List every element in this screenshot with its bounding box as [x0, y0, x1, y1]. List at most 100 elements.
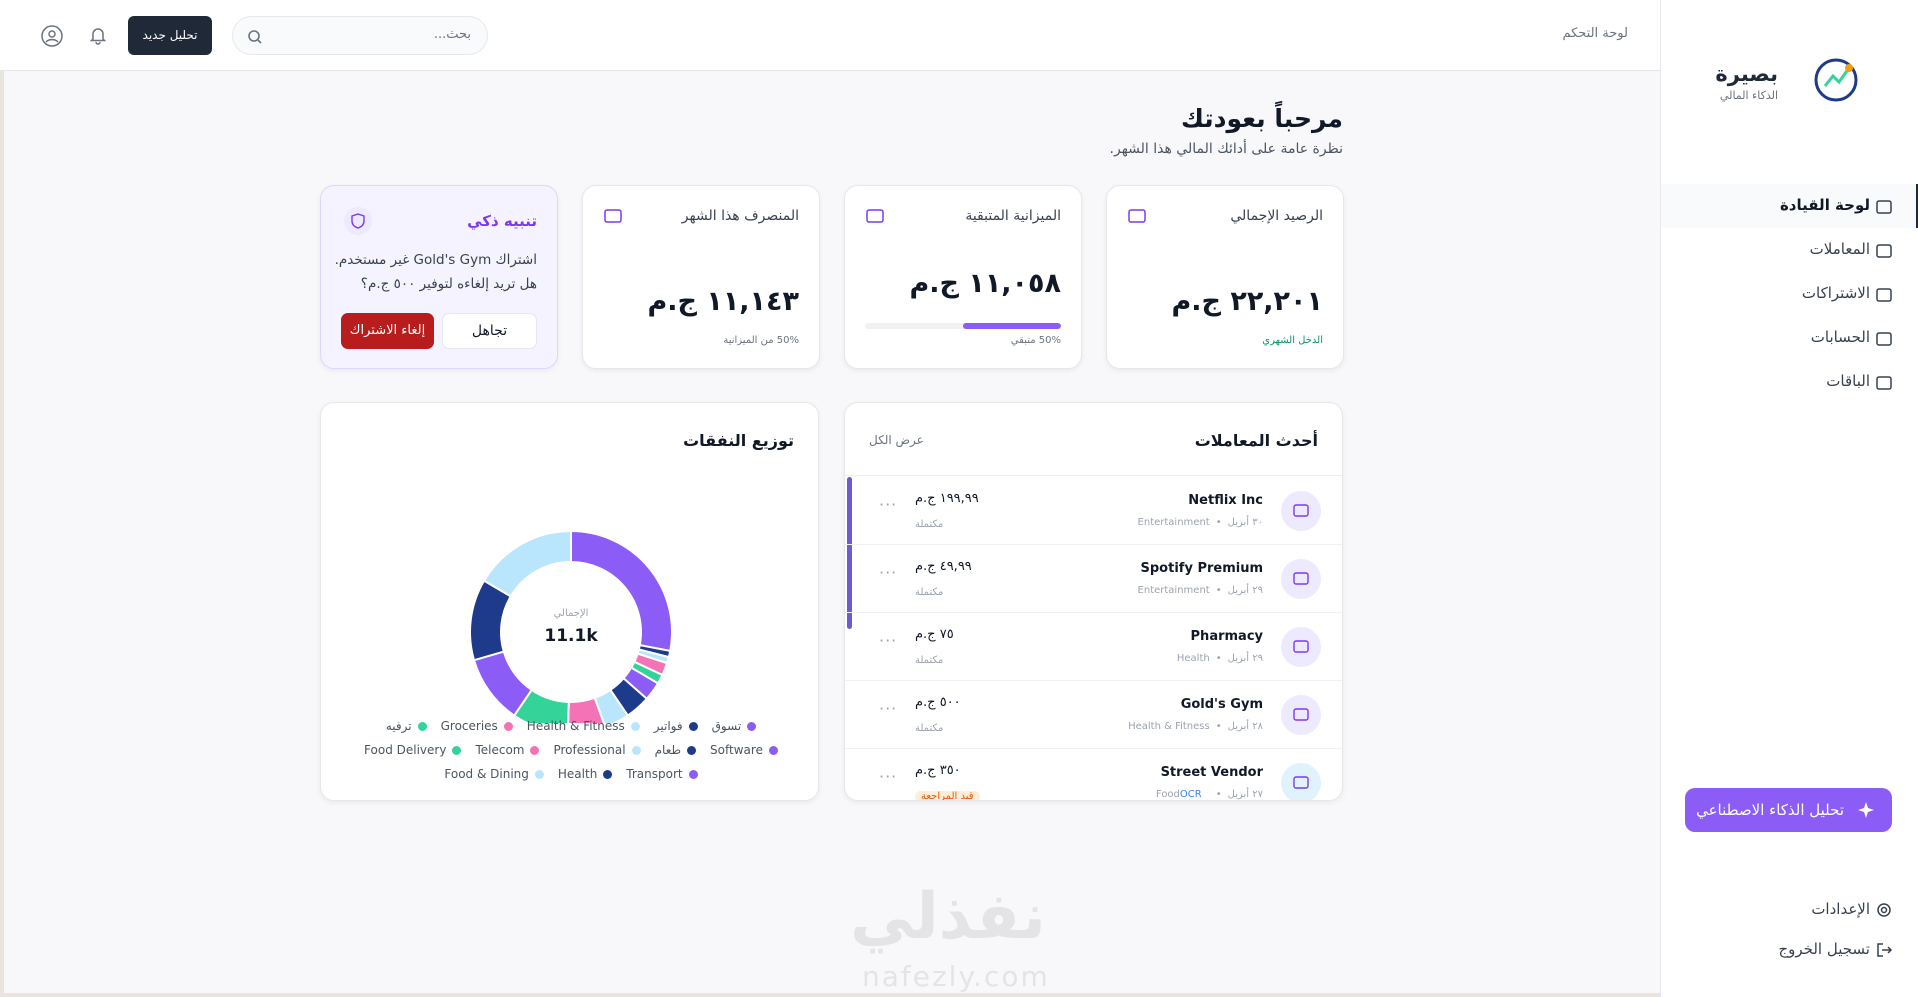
search-box[interactable]: بحث...: [232, 16, 488, 55]
progress-fill: [963, 323, 1061, 329]
more-button[interactable]: ···: [879, 563, 898, 582]
transaction-amount: ١٩٩,٩٩ ج.م: [915, 491, 979, 506]
transaction-name: Gold's Gym: [1180, 697, 1263, 712]
legend-label: Health & Fitness: [526, 719, 625, 733]
nav-item[interactable]: الباقات: [1826, 372, 1870, 390]
transaction-icon: [1281, 763, 1321, 800]
nav-item[interactable]: الحسابات: [1810, 328, 1870, 346]
ai-button[interactable]: تحليل الذكاء الاصطناعي: [1685, 788, 1892, 832]
search-icon: [248, 30, 262, 44]
transaction-meta: ٣٠ أبريل • Entertainment: [1138, 517, 1263, 528]
scrollbar: [847, 477, 852, 629]
stat-label: الرصيد الإجمالي: [1230, 208, 1323, 224]
profile-icon[interactable]: [40, 24, 64, 48]
logo: [1814, 58, 1858, 102]
separator: •: [1215, 653, 1222, 664]
alert-title: تنبيه ذكي: [467, 212, 537, 230]
icon-shape: [1293, 504, 1309, 517]
legend-label: فواتير: [653, 719, 683, 733]
separator: •: [1215, 789, 1222, 800]
transaction-date: ٢٨ أبريل: [1227, 721, 1263, 732]
nav-icon-shape: [1876, 288, 1892, 302]
center-label: الإجمالي: [554, 608, 589, 619]
nav-icon-shape: [1876, 200, 1892, 214]
nav-icon-shape: [1876, 376, 1892, 390]
more-button[interactable]: ···: [879, 495, 898, 514]
stat-card: المنصرف هذا الشهر ١١,١٤٣ ج.م 50% من الميزا…: [582, 185, 820, 369]
legend-item: Health & Fitness: [527, 719, 640, 733]
transaction-icon: [1281, 559, 1321, 599]
nav-item[interactable]: المعاملات: [1809, 240, 1870, 258]
brand: بصيرة: [1715, 62, 1778, 86]
watermark: نفذلي: [850, 880, 1046, 954]
transaction-row[interactable]: Street Vendor ٢٧ أبريل • FoodOCR ٣٥٠ ج.م قيد …: [845, 749, 1342, 800]
legend-label: Health: [557, 767, 598, 781]
stat-card: الميزانية المتبقية ١١,٠٥٨ ج.م 50% متبقي: [844, 185, 1082, 369]
icon-bg: [1281, 491, 1321, 531]
welcome-title: مرحباً بعودتك: [1180, 104, 1343, 133]
stat-value: ١١,١٤٣ ج.م: [647, 286, 799, 317]
legend-label: Professional: [553, 743, 626, 757]
alert-line: هل تريد إلغاءه لتوفير ٥٠٠ ج.م؟: [360, 276, 537, 292]
transaction-amount: ٥٠٠ ج.م: [915, 695, 961, 710]
legend-swatch: [687, 745, 697, 755]
transaction-meta: ٢٩ أبريل • Health: [1177, 653, 1263, 664]
transaction-row[interactable]: Pharmacy ٢٩ أبريل • Health ٧٥ ج.م مكتملة ···: [845, 613, 1342, 681]
transaction-icon: [1281, 627, 1321, 667]
transaction-row[interactable]: Spotify Premium ٢٩ أبريل • Entertainment ٤٩,…: [845, 545, 1342, 613]
transaction-status: مكتملة: [915, 587, 944, 598]
legend-label: طعام: [654, 743, 682, 757]
legend-item: Transport: [626, 767, 698, 781]
dismiss-button[interactable]: تجاهل: [442, 313, 537, 349]
alert-icon: [344, 207, 372, 235]
nav-icon-shape: [1876, 332, 1892, 346]
ocr-badge: OCR: [1179, 789, 1202, 800]
icon-bg: [1281, 763, 1321, 800]
legend-swatch: [452, 745, 462, 755]
icon-shape: [1293, 572, 1309, 585]
stat-note: 50% متبقي: [1010, 335, 1061, 346]
more-button[interactable]: ···: [879, 631, 898, 650]
stat-icon-shape: [1128, 209, 1146, 223]
legend-item: Health: [557, 767, 613, 781]
transaction-amount: ٣٥٠ ج.م: [915, 763, 961, 778]
more-button[interactable]: ···: [879, 699, 898, 718]
more-button[interactable]: ···: [879, 767, 898, 786]
legend-swatch: [768, 745, 778, 755]
legend-item: Software: [710, 743, 778, 757]
logout-icon: [1877, 943, 1893, 957]
nav-item[interactable]: الاشتراكات: [1801, 284, 1870, 302]
transaction-row[interactable]: Netflix Inc ٣٠ أبريل • Entertainment ١٩٩,٩٩ …: [845, 477, 1342, 545]
center-value: 11.1k: [544, 626, 598, 646]
nav-icon: [1876, 200, 1892, 214]
search-placeholder: بحث...: [433, 27, 471, 42]
legend-swatch: [688, 769, 698, 779]
view-all-link[interactable]: عرض الكل: [869, 433, 924, 447]
tagline: الذكاء المالي: [1719, 89, 1778, 102]
transaction-date: ٢٩ أبريل: [1227, 585, 1263, 596]
legend-swatch: [688, 721, 698, 731]
stat-icon-shape: [604, 209, 622, 223]
settings-link[interactable]: الإعدادات: [1811, 900, 1870, 918]
transaction-date: ٢٧ أبريل: [1227, 789, 1263, 800]
transaction-meta: ٢٧ أبريل • FoodOCR: [1156, 789, 1263, 800]
legend-label: Telecom: [475, 743, 525, 757]
logout-link[interactable]: تسجيل الخروج: [1778, 940, 1870, 958]
transaction-icon: [1281, 491, 1321, 531]
transaction-category: Health: [1176, 653, 1210, 664]
nav-icon: [1876, 332, 1892, 346]
cancel-button[interactable]: إلغاء الاشتراك: [341, 313, 434, 349]
bell-icon[interactable]: [88, 25, 108, 45]
nav-icon-shape: [1876, 244, 1892, 258]
stat-value: ١١,٠٥٨ ج.م: [909, 268, 1061, 299]
transaction-row[interactable]: Gold's Gym ٢٨ أبريل • Health & Fitness ٥٠٠ ج…: [845, 681, 1342, 749]
separator: •: [1215, 585, 1222, 596]
legend-swatch: [530, 745, 540, 755]
legend-item: طعام: [654, 743, 697, 757]
legend-label: Food Delivery: [364, 743, 447, 757]
nav-item[interactable]: لوحة القيادة: [1779, 196, 1870, 214]
progress-track: [865, 323, 1061, 329]
new-analysis-button[interactable]: تحليل جديد: [128, 16, 212, 55]
transaction-name: Spotify Premium: [1140, 561, 1263, 576]
legend-label: Software: [710, 743, 763, 757]
